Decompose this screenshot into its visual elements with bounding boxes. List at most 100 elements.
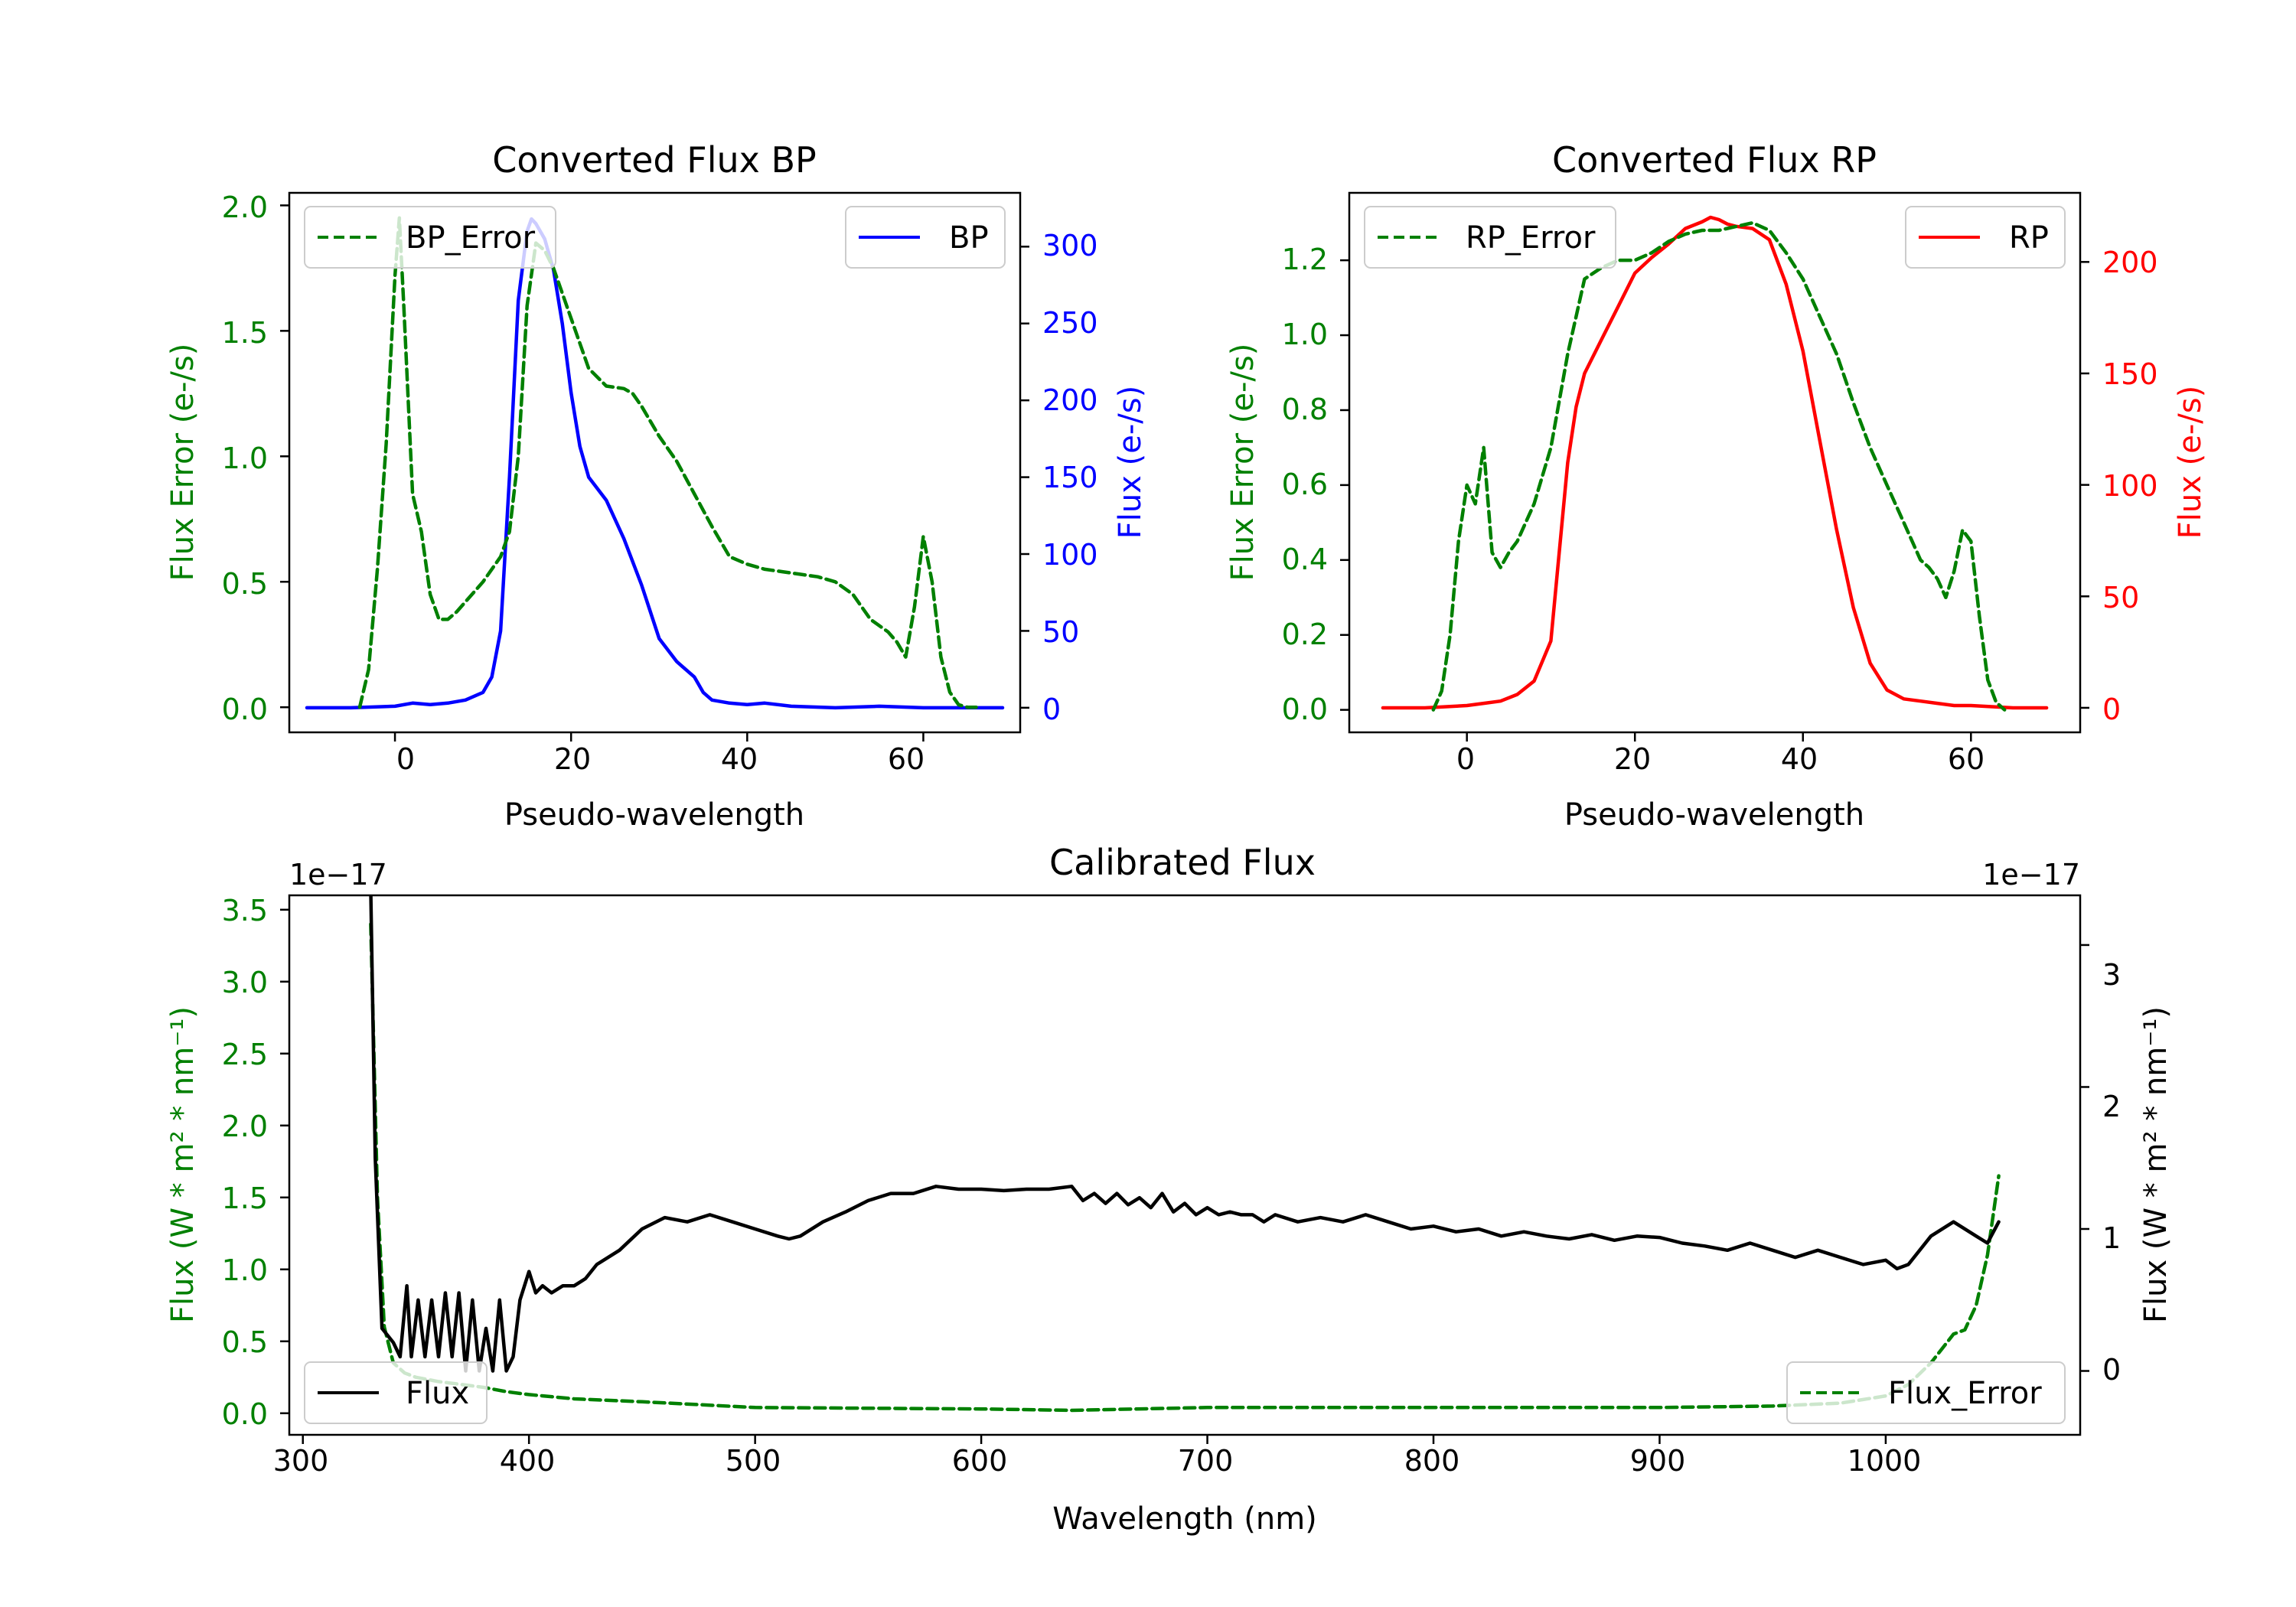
- chart-rp-ytick-left: 1.2: [1282, 243, 1328, 276]
- series-line-flux-error: [369, 922, 2001, 1413]
- chart-rp-title: Converted Flux RP: [1552, 139, 1877, 181]
- chart-bp-ytick-right: 250: [1042, 306, 1098, 340]
- chart-cal-title: Calibrated Flux: [1049, 842, 1316, 883]
- chart-bp-xtick: 40: [721, 742, 758, 776]
- chart-cal-ytick-left: 1.0: [222, 1253, 268, 1287]
- legend-box: [304, 206, 556, 269]
- chart-bp-legend-error: BP_Error: [304, 206, 556, 269]
- chart-rp-xtick: 40: [1781, 742, 1818, 776]
- chart-bp-title: Converted Flux BP: [492, 139, 817, 181]
- chart-rp-axes: [1340, 191, 2089, 742]
- chart-cal-offset-right: 1e−17: [1982, 858, 2080, 892]
- chart-rp-ylabel-left: Flux Error (e-/s): [1225, 344, 1261, 582]
- chart-rp-ytick-left: 1.0: [1282, 318, 1328, 351]
- chart-rp: Converted Flux RP 0 20 40 60 0.0 0.2 0.4…: [1225, 139, 2208, 833]
- chart-bp-xtick: 60: [888, 742, 925, 776]
- chart-bp-ylabel-left: Flux Error (e-/s): [165, 344, 201, 582]
- chart-bp-xtick: 20: [554, 742, 591, 776]
- chart-bp-ytick-right: 300: [1042, 229, 1098, 262]
- chart-cal-legend-error: Flux_Error: [1786, 1361, 2066, 1424]
- chart-rp-ytick-right: 0: [2102, 693, 2121, 726]
- chart-rp-ytick-right: 200: [2102, 246, 2158, 279]
- chart-cal-ytick-left: 0.0: [222, 1397, 268, 1431]
- chart-bp-xlabel: Pseudo-wavelength: [504, 797, 804, 833]
- chart-cal-xtick: 800: [1404, 1444, 1460, 1478]
- legend-label: RP: [2009, 220, 2049, 256]
- chart-cal-ytick-right: 0: [2102, 1353, 2121, 1387]
- chart-bp-ytick-left: 2.0: [222, 191, 268, 224]
- chart-cal-xtick: 500: [726, 1444, 781, 1478]
- chart-rp-ytick-right: 50: [2102, 581, 2139, 614]
- chart-rp-xtick: 60: [1948, 742, 1985, 776]
- chart-bp-axes: [280, 191, 1029, 742]
- chart-cal-xtick: 300: [273, 1444, 329, 1478]
- chart-cal-xlabel: Wavelength (nm): [1052, 1501, 1317, 1537]
- series-line-rp-error: [1431, 220, 2007, 712]
- chart-cal: Calibrated Flux 1e−17 1e−17 300 400 500 …: [165, 842, 2174, 1537]
- chart-cal-xtick: 400: [500, 1444, 556, 1478]
- legend-box: [304, 1361, 488, 1424]
- legend-label: Flux: [406, 1376, 469, 1411]
- chart-rp-xlabel: Pseudo-wavelength: [1564, 797, 1864, 833]
- chart-cal-offset-left: 1e−17: [289, 858, 387, 892]
- chart-bp-ytick-left: 0.5: [222, 567, 268, 601]
- chart-rp-xtick: 20: [1614, 742, 1651, 776]
- chart-bp-plot: [305, 216, 1005, 710]
- chart-bp-ytick-left: 1.5: [222, 316, 268, 350]
- chart-cal-xtick: 1000: [1848, 1444, 1922, 1478]
- chart-cal-ytick-left: 3.5: [222, 894, 268, 927]
- chart-cal-ytick-right: 1: [2102, 1221, 2121, 1255]
- chart-bp-frame: [288, 191, 1022, 734]
- chart-rp-plot: [1381, 215, 2049, 712]
- chart-rp-ytick-left: 0.0: [1282, 693, 1328, 726]
- chart-cal-ylabel-left: Flux (W * m² * nm⁻¹): [165, 1006, 201, 1323]
- chart-bp-ytick-left: 1.0: [222, 442, 268, 475]
- legend-box: [1786, 1361, 2066, 1424]
- chart-cal-ytick-left: 3.0: [222, 966, 268, 999]
- chart-rp-ylabel-right: Flux (e-/s): [2173, 386, 2208, 539]
- series-line-bp-error: [357, 216, 978, 709]
- chart-cal-plot: [369, 895, 2001, 1413]
- chart-bp-ytick-right: 100: [1042, 538, 1098, 572]
- chart-rp-ytick-left: 0.2: [1282, 618, 1328, 651]
- chart-cal-xtick: 600: [952, 1444, 1008, 1478]
- chart-cal-frame: [288, 894, 2082, 1436]
- chart-cal-legend-flux: Flux: [304, 1361, 488, 1424]
- chart-bp-ytick-right: 0: [1042, 693, 1061, 726]
- legend-label: BP: [949, 220, 989, 256]
- chart-cal-ytick-left: 1.5: [222, 1182, 268, 1215]
- chart-rp-ytick-right: 100: [2102, 469, 2158, 503]
- chart-rp-frame: [1348, 191, 2082, 734]
- series-line-rp: [1381, 215, 2049, 710]
- chart-bp-ytick-left: 0.0: [222, 693, 268, 726]
- chart-cal-ytick-left: 0.5: [222, 1325, 268, 1359]
- legend-box: [1905, 206, 2066, 269]
- legend-box: [845, 206, 1006, 269]
- chart-rp-legend-error: RP_Error: [1364, 206, 1616, 269]
- series-line-flux: [369, 895, 2001, 1373]
- chart-cal-ytick-left: 2.5: [222, 1038, 268, 1071]
- chart-bp-ylabel-right: Flux (e-/s): [1113, 386, 1148, 539]
- chart-rp-ytick-left: 0.6: [1282, 468, 1328, 501]
- legend-label: Flux_Error: [1888, 1376, 2042, 1411]
- chart-bp-ytick-right: 50: [1042, 615, 1079, 649]
- chart-cal-axes: [280, 894, 2089, 1444]
- legend-label: BP_Error: [406, 220, 536, 256]
- chart-rp-ytick-left: 0.8: [1282, 393, 1328, 426]
- chart-rp-xtick: 0: [1456, 742, 1475, 776]
- chart-bp-legend-flux: BP: [845, 206, 1006, 269]
- chart-bp-ytick-right: 200: [1042, 383, 1098, 417]
- chart-rp-ytick-right: 150: [2102, 357, 2158, 391]
- chart-cal-xtick: 700: [1178, 1444, 1234, 1478]
- legend-label: RP_Error: [1466, 220, 1596, 256]
- chart-cal-xtick: 900: [1630, 1444, 1686, 1478]
- legend-box: [1364, 206, 1616, 269]
- chart-cal-ytick-left: 2.0: [222, 1110, 268, 1143]
- series-line-bp: [305, 217, 1005, 710]
- chart-bp: Converted Flux BP 0 20 40 60 0.0 0.5 1.0…: [165, 139, 1148, 833]
- chart-cal-ytick-right: 2: [2102, 1090, 2121, 1123]
- chart-rp-legend-flux: RP: [1905, 206, 2066, 269]
- chart-bp-ytick-right: 150: [1042, 461, 1098, 494]
- chart-cal-ytick-right: 3: [2102, 958, 2121, 992]
